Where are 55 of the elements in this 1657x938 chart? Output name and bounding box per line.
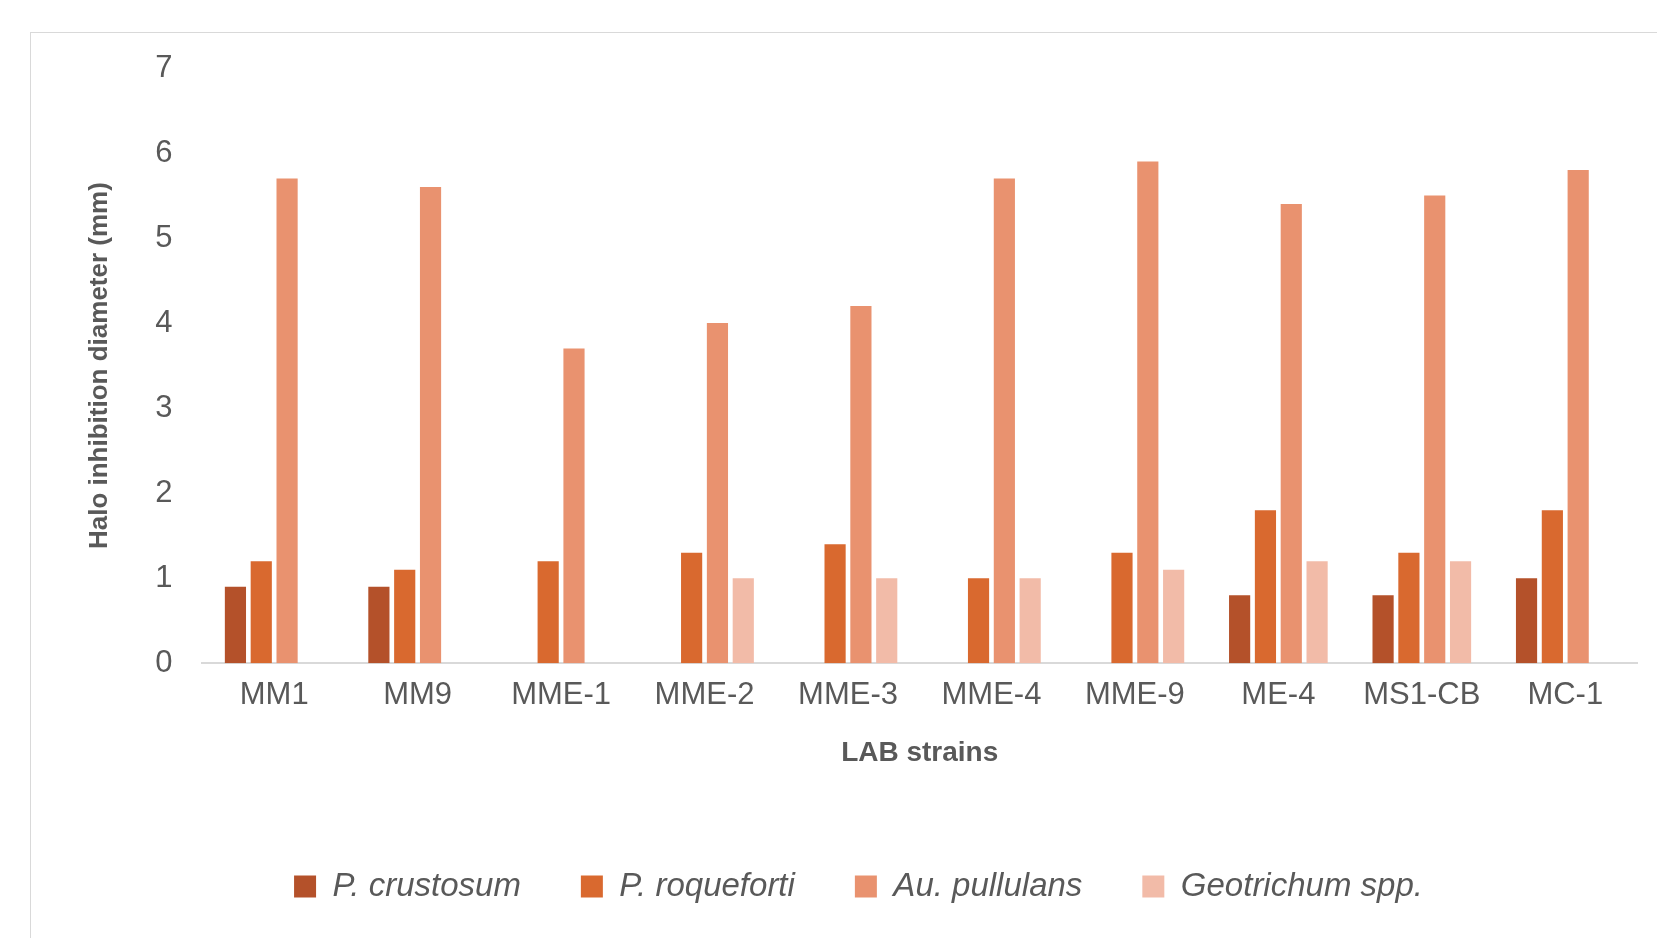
y-tick-label: 7	[155, 48, 173, 84]
bar	[1254, 510, 1277, 664]
y-tick-label: 3	[155, 388, 173, 424]
bar	[1541, 510, 1563, 664]
y-tick-label: 4	[155, 303, 173, 339]
bar	[1111, 552, 1133, 664]
bar	[824, 544, 846, 664]
bar	[1137, 161, 1159, 664]
bar	[1280, 204, 1302, 664]
bar	[563, 348, 585, 664]
x-tick-label: MC-1	[1527, 676, 1604, 712]
x-tick-label: MME-1	[511, 676, 612, 712]
legend-label: P. crustosum	[332, 865, 521, 903]
x-tick-label: MM9	[383, 676, 453, 712]
bar	[276, 178, 298, 664]
x-tick-label: MME-2	[654, 676, 755, 712]
y-tick-label: 6	[155, 133, 173, 169]
bar	[876, 578, 898, 664]
x-tick-label: MM1	[239, 676, 309, 712]
bar	[1163, 569, 1185, 664]
bar	[732, 578, 754, 664]
y-tick-label: 1	[155, 558, 173, 594]
legend-label: P. roqueforti	[619, 865, 797, 903]
bar	[1424, 195, 1446, 664]
y-tick-label: 2	[155, 473, 173, 509]
x-tick-label: MME-9	[1084, 676, 1185, 712]
bar	[1229, 595, 1251, 664]
x-tick-label: MME-3	[798, 676, 898, 712]
bar	[1306, 561, 1328, 664]
x-tick-label: MS1-CB	[1363, 676, 1481, 712]
bar	[1019, 578, 1041, 664]
bar	[967, 578, 990, 664]
bar	[1398, 552, 1420, 664]
bar	[1449, 561, 1472, 664]
bar	[224, 586, 247, 664]
legend-label: Au. pullulans	[891, 865, 1083, 903]
bar	[537, 561, 559, 664]
bar	[1372, 595, 1394, 664]
legend-label: Geotrichum spp.	[1180, 865, 1423, 903]
y-axis-title: Halo inhibition diameter (mm)	[82, 182, 113, 550]
bar	[681, 552, 703, 664]
x-tick-label: ME-4	[1241, 676, 1316, 712]
x-axis-title: LAB strains	[841, 735, 999, 767]
bar	[250, 561, 272, 664]
y-tick-label: 5	[155, 218, 173, 254]
bar	[1567, 170, 1589, 664]
bar	[850, 306, 872, 664]
bar	[993, 178, 1015, 664]
bar	[706, 323, 729, 664]
bar	[1515, 578, 1538, 664]
x-tick-label: MME-4	[941, 676, 1042, 712]
y-tick-label: 0	[155, 643, 173, 679]
bar	[368, 586, 390, 664]
bar	[419, 187, 442, 664]
bar	[394, 569, 416, 664]
